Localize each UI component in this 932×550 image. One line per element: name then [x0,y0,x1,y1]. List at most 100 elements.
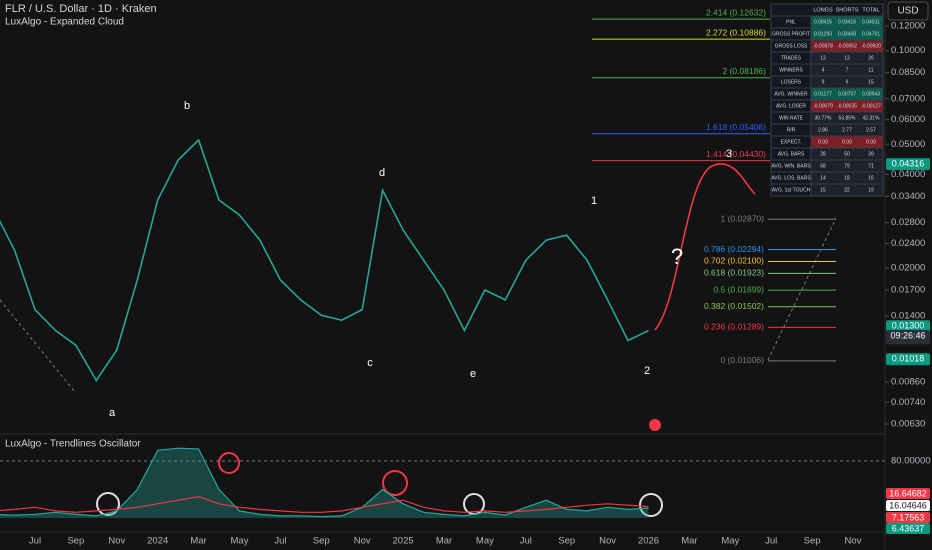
table-cell: 28 [820,151,826,157]
table-cell: 22 [844,187,850,193]
table-cell: 2.86 [818,127,828,133]
indicator-title: LuxAlgo - Expanded Cloud [5,17,124,28]
table-cell: 2.57 [866,127,876,133]
highlight-circle [382,470,408,496]
x-tick-label: Mar [190,536,206,547]
table-cell: 13 [820,55,826,61]
y-tick-label: 0.10000 [891,45,925,56]
table-cell: 39 [868,151,874,157]
price-tag [886,320,930,333]
price-tag-label: 0.04316 [892,159,925,169]
fib-label: 0.5 (0.01699) [713,284,764,294]
wave-label: 1 [591,195,597,207]
wave-label: 2 [644,365,650,377]
y-tick-label: 0.02400 [891,238,925,249]
table-cell: 13 [844,55,850,61]
price-tag [886,330,930,342]
y-tick-label: 0.01400 [891,311,925,322]
table-cell: 0.03468 [838,31,856,37]
price-tag-label: 0.01018 [892,354,925,364]
wave-label: c [367,357,373,369]
projected-path [654,163,756,331]
osc-tag [886,488,930,499]
wave-label: 3 [726,148,732,160]
currency-button[interactable] [887,1,929,21]
wave-label: ? [671,244,683,269]
table-row-name: AVG. BARS [778,151,805,157]
table-cell: 0.04761 [862,31,880,37]
x-tick-label: Sep [558,536,575,547]
currency-label[interactable]: USD [897,6,918,17]
projection-line [0,299,76,393]
y-tick-label: 0.01700 [891,285,925,296]
x-tick-label: Jul [274,536,286,547]
table-row-name: GROSS LOSS [775,43,808,49]
fib-label: 2.272 (0.10886) [706,27,766,37]
fib-label: 0.236 (0.01289) [704,322,764,332]
table-cell: 58 [820,163,826,169]
table-cell: -0.00930 [861,43,881,49]
table-cell: 0.04031 [862,19,880,25]
table-cell: 79 [844,163,850,169]
chart-layer: 0.12000 0.10000 0.08500 0.07000 0.06000 0.050… [0,3,931,547]
table-row-name: LOSERS [781,79,802,85]
table-row-name: PNL [786,19,796,25]
table-cell: -0.00127 [861,103,881,109]
osc-tag-label: 7.17563 [892,512,925,522]
table-row-name: AVG. 1st TOUCH [772,187,811,193]
table-cell: -0.00079 [813,103,833,109]
highlight-circle [639,493,663,517]
table-cell: 4 [822,67,825,73]
x-tick-label: Nov [599,536,616,547]
wave-label: e [470,368,476,380]
osc-tag-label: 16.04646 [889,500,927,510]
fib-label: 1 (0.02870) [721,214,765,224]
fib-label: 0.702 (0.02100) [704,256,764,266]
y-tick-label: 0.02000 [891,263,925,274]
y-tick-label: 0.08500 [891,67,925,78]
table-row-name: AVG. WIN. BARS [771,163,811,169]
y-tick-label: 0.12000 [891,21,925,32]
highlight-circle [96,492,120,516]
x-tick-label: Sep [804,536,821,547]
table-row-name: WIN RATE [779,115,804,121]
fib-label: 2.414 (0.12632) [706,7,766,17]
x-tick-label: May [721,536,739,547]
table-header: LONGS [813,7,833,13]
symbol-title: FLR / U.S. Dollar · 1D · Kraken [5,3,157,15]
highlight-circle [218,452,240,474]
table-cell: 15 [868,79,874,85]
table-cell: -0.00878 [813,43,833,49]
x-tick-label: Nov [845,536,862,547]
table-cell: 71 [868,163,874,169]
fib-label: 2 (0.08186) [723,66,767,76]
table-cell: 0.00 [842,139,852,145]
x-tick-label: Jul [520,536,532,547]
event-icon[interactable] [649,419,661,431]
osc-tick-label: 80.00000 [891,456,931,467]
table-cell: 0.00415 [814,19,832,25]
osc-area [0,448,649,518]
x-tick-label: Nov [354,536,371,547]
osc-tag [886,500,930,511]
table-cell: 0.00 [818,139,828,145]
fib-label: 0.382 (0.01502) [704,301,764,311]
x-tick-label: Sep [313,536,330,547]
osc-line [0,447,649,518]
table-cell: 0.03416 [838,19,856,25]
table-row-name: R/R [787,127,796,133]
x-tick-label: May [231,536,249,547]
table-row-name: AVG. WINNER [774,91,808,97]
table-cell: 9 [822,79,825,85]
table-cell: 0.00943 [862,91,880,97]
x-tick-label: 2025 [393,536,414,547]
osc-tag-label: 6.43637 [892,523,925,533]
table-row-name: EXPECT. [781,139,802,145]
y-tick-label: 0.02800 [891,217,925,228]
table-cell: 15 [820,187,826,193]
price-tag [886,353,930,366]
x-tick-label: Mar [436,536,452,547]
y-tick-label: 0.06000 [891,114,925,125]
